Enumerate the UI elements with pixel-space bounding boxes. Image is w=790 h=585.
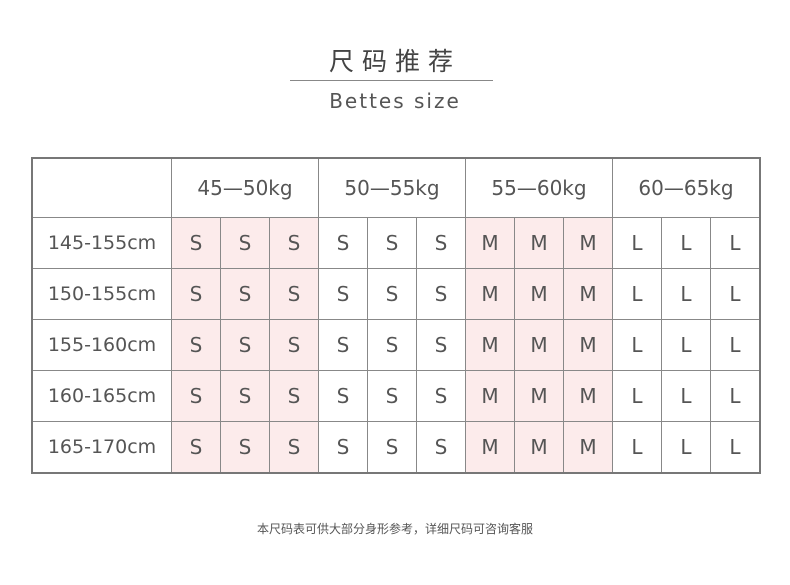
- page-title: 尺码推荐: [328, 47, 461, 76]
- weight-header: 45—50kg: [171, 157, 319, 218]
- size-cell: L: [612, 268, 662, 320]
- size-cell: M: [514, 421, 564, 474]
- size-cell: M: [514, 370, 564, 422]
- size-cell: L: [710, 421, 761, 474]
- size-cell: S: [367, 319, 417, 371]
- size-cell: M: [514, 319, 564, 371]
- size-cell: M: [465, 268, 515, 320]
- size-cell: S: [367, 268, 417, 320]
- size-cell: L: [710, 217, 761, 269]
- height-label: 145-155cm: [31, 217, 172, 269]
- size-cell: S: [220, 421, 270, 474]
- size-cell: S: [416, 370, 466, 422]
- size-cell: S: [220, 268, 270, 320]
- size-cell: S: [220, 319, 270, 371]
- weight-header: 60—65kg: [612, 157, 761, 218]
- size-cell: M: [465, 217, 515, 269]
- size-cell: M: [563, 217, 613, 269]
- table-row: 155-160cm S S S S S S M M M L L L: [31, 319, 761, 371]
- size-cell: L: [661, 421, 711, 474]
- size-cell: M: [563, 421, 613, 474]
- size-cell: S: [171, 421, 221, 474]
- size-cell: M: [563, 268, 613, 320]
- size-cell: L: [710, 370, 761, 422]
- size-cell: L: [612, 370, 662, 422]
- size-cell: S: [416, 268, 466, 320]
- size-cell: S: [416, 217, 466, 269]
- size-cell: M: [465, 421, 515, 474]
- size-cell: S: [416, 421, 466, 474]
- size-cell: L: [612, 421, 662, 474]
- size-cell: S: [318, 319, 368, 371]
- size-cell: S: [220, 217, 270, 269]
- size-cell: M: [514, 217, 564, 269]
- size-cell: S: [318, 268, 368, 320]
- size-cell: M: [465, 370, 515, 422]
- size-cell: S: [367, 217, 417, 269]
- corner-cell: [31, 157, 172, 218]
- size-cell: S: [171, 370, 221, 422]
- size-cell: L: [661, 370, 711, 422]
- size-cell: S: [269, 268, 319, 320]
- height-label: 150-155cm: [31, 268, 172, 320]
- size-cell: S: [171, 319, 221, 371]
- title-divider: [290, 80, 493, 81]
- size-cell: L: [612, 319, 662, 371]
- size-cell: L: [710, 319, 761, 371]
- table-row: 160-165cm S S S S S S M M M L L L: [31, 370, 761, 422]
- size-cell: M: [563, 370, 613, 422]
- size-cell: S: [171, 268, 221, 320]
- size-cell: S: [269, 421, 319, 474]
- header-row: 45—50kg 50—55kg 55—60kg 60—65kg: [31, 157, 761, 218]
- size-cell: S: [220, 370, 270, 422]
- size-cell: S: [318, 217, 368, 269]
- table-row: 165-170cm S S S S S S M M M L L L: [31, 421, 761, 474]
- size-cell: S: [269, 370, 319, 422]
- height-label: 160-165cm: [31, 370, 172, 422]
- height-label: 165-170cm: [31, 421, 172, 474]
- weight-header: 55—60kg: [465, 157, 613, 218]
- size-cell: S: [416, 319, 466, 371]
- size-cell: S: [269, 217, 319, 269]
- size-cell: L: [661, 319, 711, 371]
- size-cell: S: [318, 421, 368, 474]
- size-cell: S: [318, 370, 368, 422]
- size-cell: M: [465, 319, 515, 371]
- footer-note: 本尺码表可供大部分身形参考，详细尺码可咨询客服: [256, 522, 533, 536]
- size-cell: S: [269, 319, 319, 371]
- size-table: 45—50kg 50—55kg 55—60kg 60—65kg 145-155cm S S S…: [31, 157, 761, 474]
- size-cell: M: [563, 319, 613, 371]
- size-cell: S: [171, 217, 221, 269]
- size-cell: L: [612, 217, 662, 269]
- table-row: 145-155cm S S S S S S M M M L L L: [31, 217, 761, 269]
- weight-header: 50—55kg: [318, 157, 466, 218]
- height-label: 155-160cm: [31, 319, 172, 371]
- size-cell: L: [661, 268, 711, 320]
- size-cell: S: [367, 370, 417, 422]
- size-cell: L: [710, 268, 761, 320]
- table-row: 150-155cm S S S S S S M M M L L L: [31, 268, 761, 320]
- size-cell: S: [367, 421, 417, 474]
- size-cell: L: [661, 217, 711, 269]
- page-subtitle: Bettes size: [329, 89, 461, 113]
- size-cell: M: [514, 268, 564, 320]
